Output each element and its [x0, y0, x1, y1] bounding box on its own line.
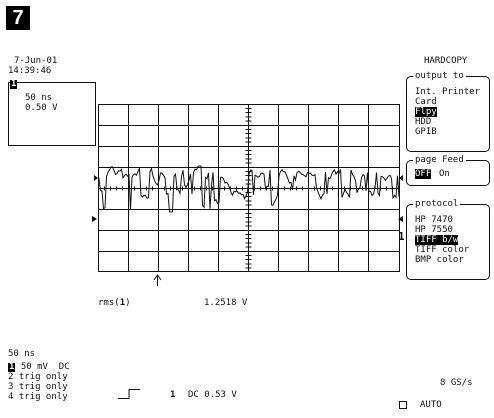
protocol-hp7550[interactable]: HP 7550 — [415, 225, 453, 235]
output-to-group[interactable]: output to Int. Printer Card Flpy HDD GPI… — [406, 71, 490, 152]
channel-volts: 0.50 V — [25, 103, 58, 113]
measurement-value: 1.2518 V — [204, 298, 248, 308]
status-ch3: 3 trig only — [8, 382, 68, 392]
right-level-arrow — [398, 216, 403, 222]
output-card[interactable]: Card — [415, 97, 437, 107]
waveform-trace — [97, 165, 400, 213]
output-to-title: output to — [413, 71, 466, 81]
trigger-coupling: DC 0.53 V — [188, 390, 237, 400]
time-label: 14:39:46 — [8, 66, 52, 76]
sample-rate: 8 GS/s — [440, 378, 473, 388]
output-int-printer[interactable]: Int. Printer — [415, 87, 481, 97]
trace-channel-marker: 1 — [398, 230, 405, 243]
protocol-group[interactable]: protocol HP 7470 HP 7550 TIFF b/w TIFF c… — [406, 199, 490, 280]
trigger-mode-box-icon — [399, 401, 407, 409]
page-feed-off[interactable]: OFF — [415, 169, 432, 179]
channel-badge: 7 — [6, 6, 30, 30]
status-ch2: 2 trig only — [8, 372, 68, 382]
page-feed-title: page Feed — [413, 155, 466, 165]
protocol-title: protocol — [413, 199, 461, 209]
page-feed-group[interactable]: page Feed OFF On — [406, 155, 490, 186]
protocol-hp7470[interactable]: HP 7470 — [415, 215, 453, 225]
output-hdd[interactable]: HDD — [415, 117, 432, 127]
trigger-mode: AUTO — [420, 400, 442, 410]
menu-title: HARDCOPY — [424, 56, 468, 66]
trigger-slope-icon — [118, 389, 140, 399]
output-gpib[interactable]: GPIB — [415, 127, 437, 137]
measurement-channel: 1 — [119, 298, 126, 308]
trigger-position-arrow — [153, 274, 162, 286]
protocol-tiff-color[interactable]: TIFF color — [415, 245, 470, 255]
output-flpy[interactable]: Flpy — [415, 107, 437, 117]
status-timebase: 50 ns — [8, 349, 36, 359]
protocol-tiff-bw[interactable]: TIFF b/w — [415, 235, 459, 245]
measurement-label: rms(1) — [98, 298, 131, 308]
channel-timebase: 50 ns — [25, 93, 53, 103]
trigger-level-arrow-left — [94, 175, 98, 181]
trigger-level-arrow-right — [399, 175, 403, 181]
trigger-channel: 1 — [170, 390, 176, 400]
protocol-bmp-color[interactable]: BMP color — [415, 255, 464, 265]
date-label: 7-Jun-01 — [14, 56, 58, 66]
status-ch1: 1 50 mV DC — [8, 362, 70, 372]
channel-info-box[interactable]: 1 50 ns 0.50 V — [8, 79, 96, 146]
page-feed-on[interactable]: On — [439, 169, 450, 179]
status-ch4: 4 trig only — [8, 392, 68, 402]
ground-level-arrow — [92, 216, 97, 222]
channel-number: 1 — [10, 79, 18, 89]
